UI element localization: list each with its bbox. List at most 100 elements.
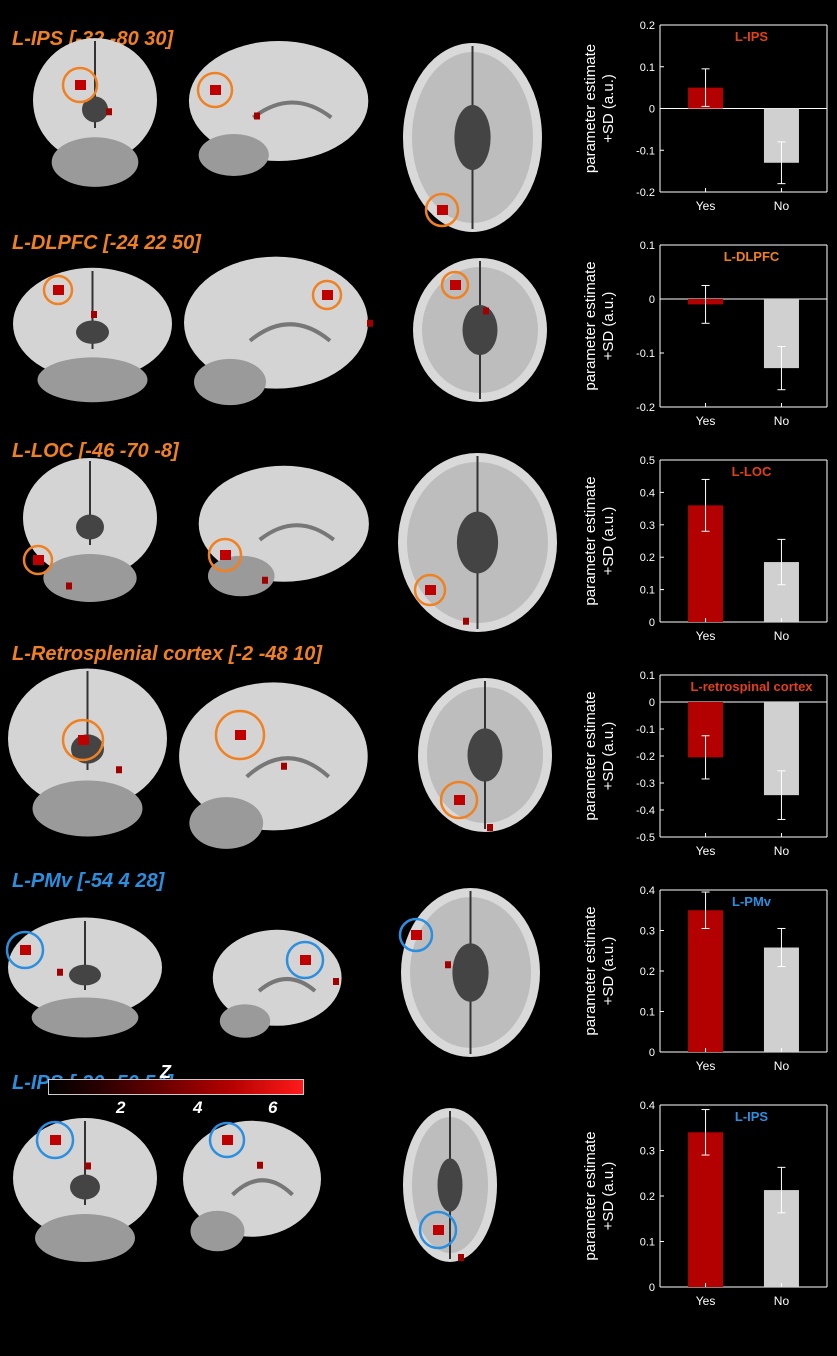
y-axis-label: +SD (a.u.) xyxy=(600,507,617,576)
sagittal-brain-slice xyxy=(185,35,380,185)
y-tick-label: -0.2 xyxy=(636,402,655,414)
y-tick-label: 0.1 xyxy=(640,585,655,597)
panel-title-l-retrosplenial: L-Retrosplenial cortex [-2 -48 10] xyxy=(12,643,323,665)
y-axis-label: parameter estimate xyxy=(582,1131,599,1260)
sagittal-brain-slice xyxy=(210,925,350,1045)
y-axis-label: +SD (a.u.) xyxy=(600,74,617,143)
axial-brain-slice xyxy=(398,885,543,1060)
y-tick-label: -0.1 xyxy=(636,724,655,736)
chart-title: L-IPS xyxy=(735,29,769,44)
coronal-brain-slice xyxy=(30,35,160,190)
y-tick-label: 0.2 xyxy=(640,966,655,978)
y-tick-label: 0.2 xyxy=(640,1191,655,1203)
colorbar-tick: 4 xyxy=(193,1098,203,1117)
y-tick-label: 0.1 xyxy=(640,62,655,74)
y-tick-label: 0 xyxy=(649,1047,655,1059)
error-bar xyxy=(777,346,786,391)
bar-chart-l-pmv: parameter estimate +SD (a.u.) 0 0.1 0.2 0.3 0.… xyxy=(565,870,837,1080)
y-tick-label: 0.2 xyxy=(640,552,655,564)
y-tick-label: -0.5 xyxy=(636,832,655,844)
error-bar xyxy=(701,735,710,780)
x-tick-label: No xyxy=(774,844,790,858)
x-tick-label: Yes xyxy=(696,844,716,858)
x-tick-label: Yes xyxy=(696,199,716,213)
chart-title: L-retrospinal cortex xyxy=(690,679,813,694)
y-tick-label: 0 xyxy=(649,697,655,709)
panel-title-l-dlpfc: L-DLPFC [-24 22 50] xyxy=(12,232,201,254)
axial-brain-slice xyxy=(395,450,560,635)
y-tick-label: 0.3 xyxy=(640,520,655,532)
x-tick-label: Yes xyxy=(696,629,716,643)
y-axis-label: parameter estimate xyxy=(582,44,599,173)
axial-brain-slice xyxy=(415,675,555,835)
y-tick-label: 0.4 xyxy=(640,487,655,499)
error-bar xyxy=(777,1166,786,1214)
y-tick-label: 0.2 xyxy=(640,20,655,32)
bar-chart-l-loc: parameter estimate +SD (a.u.) 0 0.1 0.2 0.3 0.… xyxy=(565,440,837,650)
panel-title-l-loc: L-LOC [-46 -70 -8] xyxy=(12,440,179,462)
coronal-brain-slice xyxy=(10,265,175,405)
bar-chart-l-retrosplenial: parameter estimate +SD (a.u.) -0.5 -0.4 -0.3… xyxy=(565,655,837,865)
bar-yes xyxy=(688,1132,724,1287)
colorbar-gradient xyxy=(48,1079,304,1095)
y-axis-label: +SD (a.u.) xyxy=(600,1162,617,1231)
panel-title-l-pmv: L-PMv [-54 4 28] xyxy=(12,870,165,892)
x-tick-label: Yes xyxy=(696,1294,716,1308)
error-bar xyxy=(701,891,710,929)
coronal-brain-slice xyxy=(5,665,170,840)
y-axis-label: parameter estimate xyxy=(582,906,599,1035)
x-tick-label: No xyxy=(774,629,790,643)
bar-chart-l-dlpfc: parameter estimate +SD (a.u.) -0.2 -0.1 0 0.1… xyxy=(565,225,837,435)
y-axis-label: +SD (a.u.) xyxy=(600,722,617,791)
y-tick-label: 0.4 xyxy=(640,885,655,897)
error-bar xyxy=(701,285,710,324)
y-tick-label: -0.1 xyxy=(636,145,655,157)
error-bar xyxy=(777,770,786,820)
sagittal-brain-slice xyxy=(180,250,380,415)
chart-title: L-IPS xyxy=(735,1109,769,1124)
bar-yes xyxy=(688,910,724,1052)
y-tick-label: -0.2 xyxy=(636,187,655,199)
coronal-brain-slice xyxy=(20,455,160,605)
y-axis-label: parameter estimate xyxy=(582,476,599,605)
sagittal-brain-slice xyxy=(180,1115,330,1260)
y-tick-label: 0.4 xyxy=(640,1100,655,1112)
bar-chart-l-ips-2: parameter estimate +SD (a.u.) 0 0.1 0.2 0.3 0.… xyxy=(565,1085,837,1315)
x-tick-label: No xyxy=(774,414,790,428)
chart-title: L-DLPFC xyxy=(724,249,780,264)
error-bar xyxy=(701,1109,710,1156)
bar-chart-l-ips-1: parameter estimate +SD (a.u.) -0.2 -0.1 0 0.1… xyxy=(565,5,837,220)
error-bar xyxy=(777,927,786,968)
y-tick-label: 0.1 xyxy=(640,1237,655,1249)
error-bar xyxy=(777,538,786,586)
y-tick-label: -0.2 xyxy=(636,751,655,763)
colorbar-tick: 6 xyxy=(268,1098,278,1117)
x-tick-label: No xyxy=(774,1059,790,1073)
sagittal-brain-slice xyxy=(195,460,380,605)
y-tick-label: 0 xyxy=(649,104,655,116)
error-bar xyxy=(701,68,710,107)
y-tick-label: 0.1 xyxy=(640,1007,655,1019)
y-tick-label: 0.3 xyxy=(640,926,655,938)
colorbar-label: Z xyxy=(160,1062,171,1082)
y-axis-label: parameter estimate xyxy=(582,261,599,390)
coronal-brain-slice xyxy=(5,915,165,1040)
y-tick-label: -0.1 xyxy=(636,348,655,360)
x-tick-label: No xyxy=(774,1294,790,1308)
coronal-brain-slice xyxy=(10,1115,160,1265)
y-tick-label: 0.5 xyxy=(640,455,655,467)
axial-brain-slice xyxy=(410,255,550,405)
x-tick-label: Yes xyxy=(696,414,716,428)
x-tick-label: Yes xyxy=(696,1059,716,1073)
sagittal-brain-slice xyxy=(175,675,380,860)
colorbar-tick: 2 xyxy=(116,1098,126,1117)
y-axis-label: parameter estimate xyxy=(582,691,599,820)
error-bar xyxy=(701,478,710,532)
y-tick-label: 0.3 xyxy=(640,1146,655,1158)
y-axis-label: +SD (a.u.) xyxy=(600,937,617,1006)
y-tick-label: 0 xyxy=(649,617,655,629)
y-tick-label: 0 xyxy=(649,294,655,306)
y-axis-label: +SD (a.u.) xyxy=(600,292,617,361)
chart-title: L-PMv xyxy=(732,894,772,909)
y-tick-label: -0.3 xyxy=(636,778,655,790)
